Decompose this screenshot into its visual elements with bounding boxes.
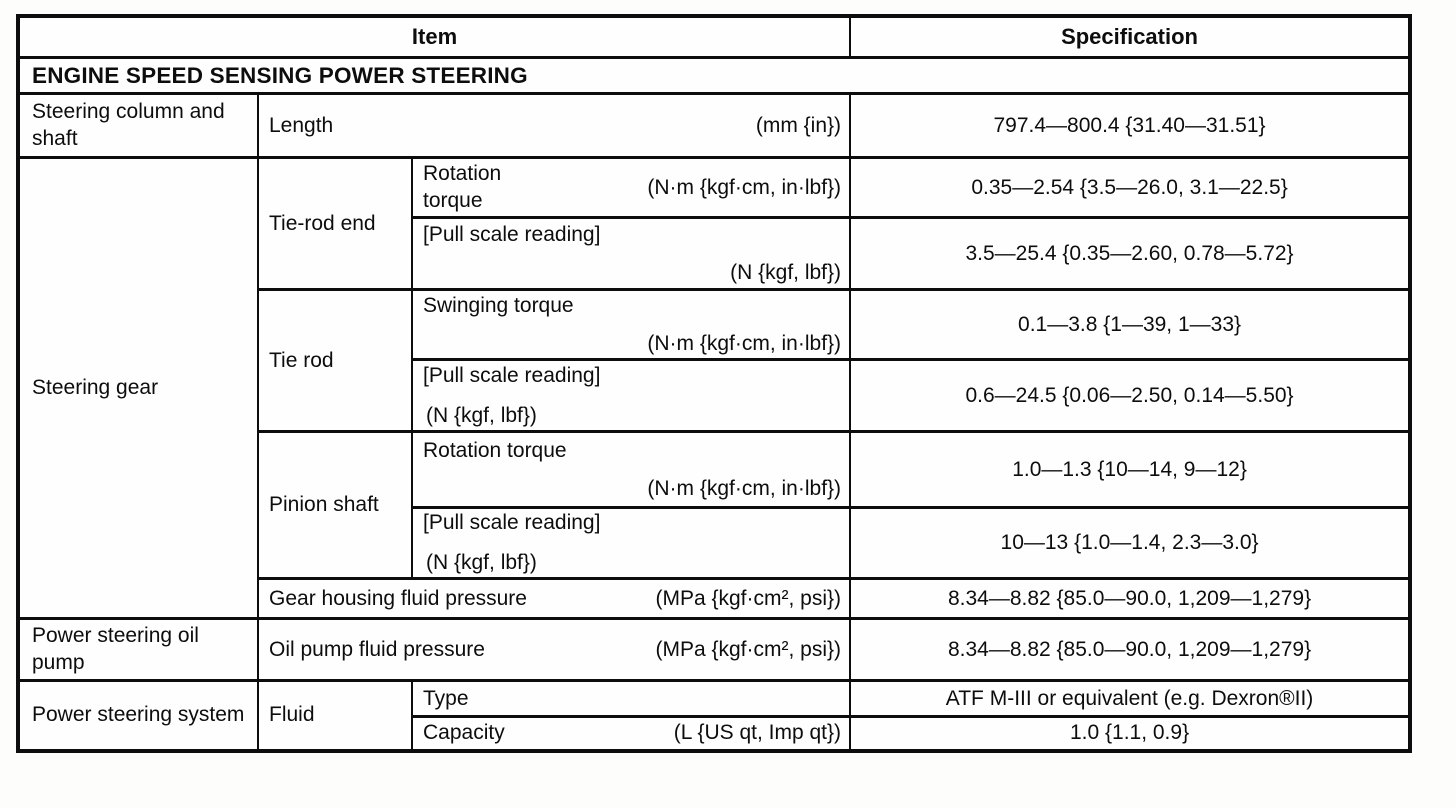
item-fluid: Fluid bbox=[257, 679, 413, 752]
measure-rotation-torque-name: Rotation torque bbox=[423, 162, 502, 212]
row-oil-pump-fluid-pressure: Power steering oil pump Oil pump fluid p… bbox=[17, 617, 1412, 682]
spec-tie-rod-pull-scale: 0.6—24.5 {0.06—2.50, 0.14—5.50} bbox=[849, 358, 1412, 433]
measure-fluid-type: Type bbox=[410, 679, 852, 718]
measure-tie-rod-end-rotation-torque: Rotation torque (N·m {kgf·cm, in·lbf}) bbox=[410, 156, 852, 219]
measure-gear-housing-unit: (MPa {kgf·cm², psi}) bbox=[655, 586, 842, 610]
measure-swinging-torque-unit: (N·m {kgf·cm, in·lbf}) bbox=[647, 331, 842, 355]
section-title: ENGINE SPEED SENSING POWER STEERING bbox=[16, 56, 1412, 95]
measure-tie-rod-swinging-torque: Swinging torque (N·m {kgf·cm, in·lbf}) bbox=[410, 288, 852, 361]
row-gear-housing-fluid-pressure: Gear housing fluid pressure (MPa {kgf·cm… bbox=[18, 577, 1412, 620]
table-header-row: Item Specification bbox=[16, 14, 1412, 59]
measure-length-unit: (mm {in}) bbox=[755, 113, 842, 137]
column-header-item: Item bbox=[16, 14, 852, 59]
row-tie-rod-end-rotation-torque: Steering gear Tie-rod end Rotation torqu… bbox=[17, 156, 1412, 620]
measure-oil-pump-unit: (MPa {kgf·cm², psi}) bbox=[655, 637, 842, 661]
measure-pull-scale-unit: (N {kgf, lbf}) bbox=[730, 260, 842, 284]
measure-tie-rod-pull-scale: [Pull scale reading] (N {kgf, lbf}) bbox=[410, 358, 852, 433]
measure-rotation-torque-name: Rotation torque bbox=[423, 438, 567, 462]
measure-gear-housing-fluid-pressure: Gear housing fluid pressure (MPa {kgf·cm… bbox=[256, 577, 852, 620]
measure-rotation-torque-unit: (N·m {kgf·cm, in·lbf}) bbox=[647, 175, 842, 199]
spec-fluid-type: ATF M-III or equivalent (e.g. Dexron®II) bbox=[849, 679, 1412, 718]
column-header-specification: Specification bbox=[849, 14, 1412, 59]
row-pinion-shaft-rotation-torque: Pinion shaft Rotation torque (N·m {kgf·c… bbox=[18, 430, 1412, 580]
measure-capacity-unit: (L {US qt, Imp qt}) bbox=[673, 721, 842, 745]
spec-tie-rod-swinging-torque: 0.1—3.8 {1—39, 1—33} bbox=[849, 288, 1412, 361]
item-power-steering-system: Power steering system bbox=[17, 679, 259, 752]
item-tie-rod: Tie rod bbox=[257, 288, 413, 433]
row-fluid-capacity: Capacity (L {US qt, Imp qt}) 1.0 {1.1, 0… bbox=[18, 715, 1412, 752]
row-steering-column-length: Steering column and shaft Length (mm {in… bbox=[17, 92, 1412, 159]
measure-oil-pump-name: Oil pump fluid pressure bbox=[269, 637, 485, 661]
row-tie-rod-end-pull-scale: [Pull scale reading] (N {kgf, lbf}) 3.5—… bbox=[18, 216, 1412, 291]
spec-fluid-capacity: 1.0 {1.1, 0.9} bbox=[849, 715, 1412, 752]
measure-pull-scale-unit: (N {kgf, lbf}) bbox=[426, 551, 537, 574]
measure-swinging-torque-name: Swinging torque bbox=[423, 293, 574, 317]
measure-pinion-pull-scale: [Pull scale reading] (N {kgf, lbf}) bbox=[410, 506, 852, 580]
row-fluid-type: Power steering system Fluid Type ATF M-I… bbox=[17, 679, 1412, 752]
spec-oil-pump-fluid-pressure: 8.34—8.82 {85.0—90.0, 1,209—1,279} bbox=[849, 617, 1412, 682]
power-steering-spec-table: Item Specification ENGINE SPEED SENSING … bbox=[16, 14, 1413, 753]
measure-pinion-rotation-torque: Rotation torque (N·m {kgf·cm, in·lbf}) bbox=[410, 430, 852, 509]
spec-length: 797.4—800.4 {31.40—31.51} bbox=[849, 92, 1412, 159]
measure-pull-scale-name: [Pull scale reading] bbox=[423, 222, 601, 246]
item-pinion-shaft: Pinion shaft bbox=[257, 430, 413, 580]
row-tie-rod-swinging-torque: Tie rod Swinging torque (N·m {kgf·cm, in… bbox=[18, 288, 1412, 433]
measure-tie-rod-end-pull-scale: [Pull scale reading] (N {kgf, lbf}) bbox=[410, 216, 852, 291]
row-pinion-shaft-pull-scale: [Pull scale reading] (N {kgf, lbf}) 10—1… bbox=[18, 506, 1412, 580]
measure-length-name: Length bbox=[269, 113, 334, 137]
item-steering-gear: Steering gear bbox=[17, 156, 259, 620]
spec-tie-rod-end-pull-scale: 3.5—25.4 {0.35—2.60, 0.78—5.72} bbox=[849, 216, 1412, 291]
measure-gear-housing-name: Gear housing fluid pressure bbox=[269, 586, 527, 610]
measure-pull-scale-name: [Pull scale reading] bbox=[423, 511, 601, 534]
section-title-row: ENGINE SPEED SENSING POWER STEERING bbox=[16, 56, 1412, 95]
row-tie-rod-pull-scale: [Pull scale reading] (N {kgf, lbf}) 0.6—… bbox=[18, 358, 1412, 433]
measure-capacity-name: Capacity bbox=[423, 721, 505, 745]
spec-tie-rod-end-rotation-torque: 0.35—2.54 {3.5—26.0, 3.1—22.5} bbox=[849, 156, 1412, 219]
item-power-steering-oil-pump: Power steering oil pump bbox=[17, 617, 259, 682]
manual-page: Item Specification ENGINE SPEED SENSING … bbox=[16, 14, 1413, 753]
spec-pinion-rotation-torque: 1.0—1.3 {10—14, 9—12} bbox=[849, 430, 1412, 509]
measure-length: Length (mm {in}) bbox=[256, 92, 852, 159]
item-steering-column-and-shaft: Steering column and shaft bbox=[17, 92, 259, 159]
measure-fluid-capacity: Capacity (L {US qt, Imp qt}) bbox=[410, 715, 852, 752]
item-tie-rod-end: Tie-rod end bbox=[257, 156, 413, 291]
measure-pull-scale-unit: (N {kgf, lbf}) bbox=[426, 403, 537, 427]
measure-rotation-torque-unit: (N·m {kgf·cm, in·lbf}) bbox=[647, 476, 842, 500]
spec-pinion-pull-scale: 10—13 {1.0—1.4, 2.3—3.0} bbox=[849, 506, 1412, 580]
spec-gear-housing-fluid-pressure: 8.34—8.82 {85.0—90.0, 1,209—1,279} bbox=[849, 577, 1412, 620]
measure-oil-pump-fluid-pressure: Oil pump fluid pressure (MPa {kgf·cm², p… bbox=[256, 617, 852, 682]
measure-pull-scale-name: [Pull scale reading] bbox=[423, 363, 601, 387]
